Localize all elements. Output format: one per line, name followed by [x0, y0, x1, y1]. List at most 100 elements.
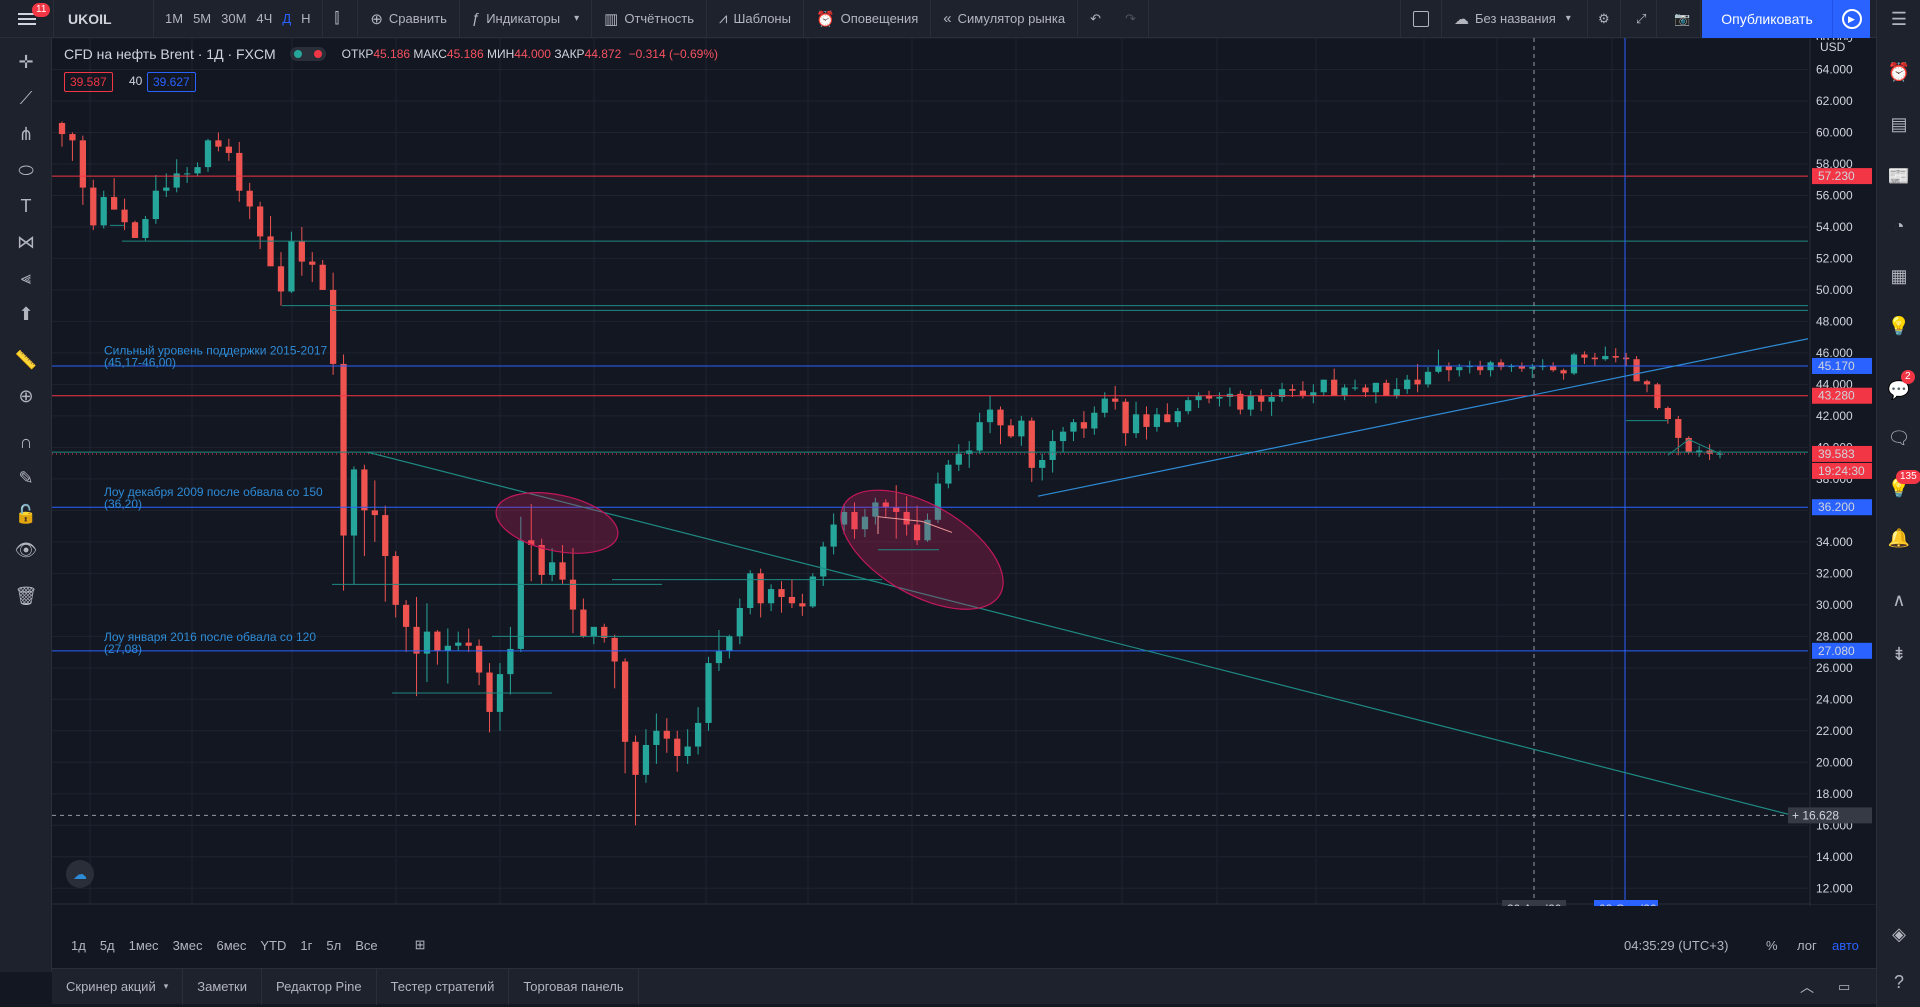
candle-body: [1414, 379, 1421, 385]
footer-tab-0[interactable]: Скринер акций ▾: [52, 968, 184, 1005]
range-button-0[interactable]: 1д: [71, 937, 86, 953]
ideas-stream-button[interactable]: 💡: [1885, 312, 1913, 340]
footer-tab-3[interactable]: Тестер стратегий: [377, 968, 510, 1005]
annotation-text[interactable]: (45,17-46,00): [104, 355, 176, 369]
calendar-button[interactable]: ▦: [1885, 262, 1913, 290]
range-button-4[interactable]: 6мес: [216, 937, 247, 953]
publish-video-button[interactable]: ▶: [1832, 0, 1870, 38]
news-button[interactable]: 📰: [1885, 162, 1913, 190]
footer-tab-1[interactable]: Заметки: [183, 968, 262, 1005]
percent-toggle[interactable]: %: [1766, 937, 1778, 953]
interval-3[interactable]: 4Ч: [256, 11, 273, 26]
annotation-text[interactable]: Лоу декабря 2009 после обвала со 150: [104, 485, 323, 499]
rising-trendline[interactable]: [1037, 338, 1809, 497]
candle-body: [1059, 431, 1067, 442]
falling-trendline[interactable]: [366, 451, 1808, 820]
interval-2[interactable]: 30М: [221, 11, 247, 26]
main-menu-button[interactable]: 11: [0, 0, 54, 38]
interval-1[interactable]: 5М: [193, 11, 212, 26]
stay-drawing-tool[interactable]: ✎: [12, 464, 40, 492]
crosshair-tool[interactable]: ✛: [12, 48, 40, 76]
annotation-text[interactable]: (36,20): [104, 497, 142, 511]
layers-button[interactable]: ◈: [1885, 920, 1913, 948]
highlight-ellipse[interactable]: [491, 483, 624, 564]
patterns-tool[interactable]: ⋈: [12, 228, 40, 256]
compare-button[interactable]: ⊕ Сравнить: [358, 0, 460, 38]
redo-button[interactable]: ↷: [1113, 0, 1149, 38]
annotation-text[interactable]: Сильный уровень поддержки 2015-2017: [104, 343, 328, 357]
undo-button[interactable]: ↶: [1078, 0, 1113, 38]
shapes-tool[interactable]: ⬭: [12, 156, 40, 184]
ideas-badge: 135: [1896, 470, 1920, 484]
help-button[interactable]: ?: [1885, 968, 1913, 996]
collapse-panel-button[interactable]: ︿: [1800, 977, 1814, 997]
alerts-button[interactable]: ⏰ Оповещения: [804, 0, 932, 38]
sell-button[interactable]: 39.587: [64, 72, 113, 92]
triangle-pattern[interactable]: [1667, 438, 1721, 456]
open-label: ОТКР: [341, 47, 374, 61]
dom-button[interactable]: ⇟: [1885, 640, 1913, 668]
visibility-toggle[interactable]: [289, 47, 326, 61]
templates-button[interactable]: ⩘ Шаблоны: [707, 0, 804, 38]
range-button-1[interactable]: 5д: [99, 937, 115, 953]
financials-button[interactable]: ▥ Отчётность: [592, 0, 707, 38]
remove-drawings-tool[interactable]: 🗑: [12, 582, 40, 610]
fib-tool[interactable]: ⋔: [12, 120, 40, 148]
footer-tab-4[interactable]: Торговая панель: [509, 968, 639, 1005]
snapshot-button[interactable]: 📷: [1664, 0, 1702, 38]
footer-tab-2[interactable]: Редактор Pine: [262, 968, 377, 1005]
lock-drawings-tool[interactable]: 🔓: [12, 500, 40, 528]
layout-name-button[interactable]: ☁ Без названия ▾: [1442, 0, 1588, 38]
notifications-button[interactable]: 🔔: [1885, 524, 1913, 552]
publish-button[interactable]: Опубликовать: [1702, 0, 1832, 38]
settings-button[interactable]: ⚙: [1588, 0, 1621, 38]
maximize-panel-button[interactable]: ▭: [1838, 979, 1850, 995]
price-chart[interactable]: Сильный уровень поддержки 2015-2017(45,1…: [52, 38, 1876, 906]
tradingview-logo[interactable]: ☁: [66, 860, 94, 888]
icons-tool[interactable]: ⬆: [12, 300, 40, 328]
buy-button[interactable]: 39.627: [147, 72, 196, 92]
interval-0[interactable]: 1М: [165, 11, 184, 26]
trading-button[interactable]: ∧: [1885, 586, 1913, 614]
chat-button[interactable]: 💬: [1885, 376, 1913, 404]
annotation-text[interactable]: (27,08): [104, 642, 142, 656]
measure-tool[interactable]: 📏: [12, 346, 40, 374]
interval-5[interactable]: Н: [301, 11, 311, 26]
indicators-button[interactable]: ƒ Индикаторы ▾: [460, 0, 593, 38]
candle-body: [1080, 422, 1088, 429]
text-tool[interactable]: T: [12, 192, 40, 220]
signal-icon: ∧: [1892, 589, 1906, 610]
chart-style-button[interactable]: ⫿: [323, 0, 359, 38]
zoom-tool[interactable]: ⊕: [12, 382, 40, 410]
range-button-8[interactable]: Все: [355, 937, 378, 953]
symbol-search[interactable]: UKOIL: [54, 0, 154, 38]
crosshair-date-label: 20 Авг '20: [1507, 902, 1562, 906]
clock[interactable]: 04:35:29 (UTC+3): [1624, 937, 1729, 953]
prediction-tool[interactable]: ⫷: [12, 264, 40, 292]
candle-body: [767, 589, 775, 604]
hide-drawings-tool[interactable]: 👁: [12, 536, 40, 564]
log-toggle[interactable]: лог: [1797, 937, 1817, 953]
candle-body: [1185, 400, 1192, 412]
auto-toggle[interactable]: авто: [1832, 937, 1859, 953]
hotlists-button[interactable]: ◔: [1885, 212, 1913, 240]
magnet-tool[interactable]: ∩: [12, 428, 40, 456]
annotation-text[interactable]: Лоу января 2016 после обвала со 120: [104, 630, 316, 644]
range-button-3[interactable]: 3мес: [172, 937, 203, 953]
flag-pattern[interactable]: [877, 516, 953, 534]
data-window-button[interactable]: ▤: [1885, 110, 1913, 138]
financials-label: Отчётность: [624, 11, 694, 26]
private-chat-button[interactable]: 🗨: [1885, 424, 1913, 452]
replay-button[interactable]: « Симулятор рынка: [931, 0, 1079, 38]
layout-button[interactable]: [1400, 0, 1442, 38]
interval-4[interactable]: Д: [282, 11, 292, 26]
range-button-5[interactable]: YTD: [260, 937, 287, 953]
range-button-6[interactable]: 1г: [300, 937, 313, 953]
goto-date-button[interactable]: ⊞: [415, 937, 426, 953]
trendline-tool[interactable]: ⟋: [12, 84, 40, 112]
watchlist-button[interactable]: ☰: [1885, 5, 1913, 33]
range-button-2[interactable]: 1мес: [128, 937, 159, 953]
fullscreen-button[interactable]: ⤢: [1626, 0, 1658, 38]
range-button-7[interactable]: 5л: [326, 937, 342, 953]
alerts-panel-button[interactable]: ⏰: [1885, 58, 1913, 86]
